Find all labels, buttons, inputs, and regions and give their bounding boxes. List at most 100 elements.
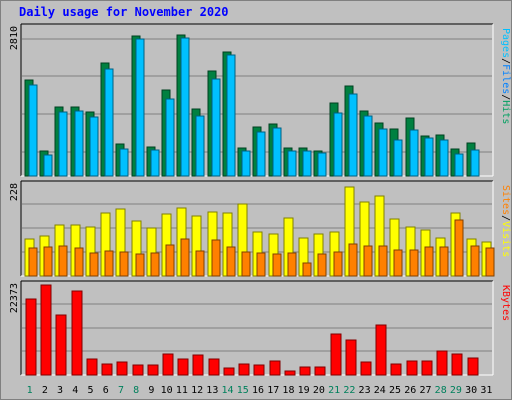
bar-files <box>226 54 236 177</box>
x-tick-label: 2 <box>42 385 48 396</box>
y-axis-label-separator: / <box>500 94 511 100</box>
y-axis-max-label: 2810 <box>9 26 20 50</box>
bar-sites <box>211 239 221 277</box>
x-tick-label: 30 <box>465 385 477 396</box>
y-axis-max-label: 228 <box>9 183 20 201</box>
x-tick-label: 3 <box>57 385 63 396</box>
bar-kbytes <box>451 353 463 376</box>
bar-kbytes <box>71 290 83 376</box>
bar-files <box>317 152 327 177</box>
bar-kbytes <box>436 350 448 376</box>
bar-files <box>272 127 282 177</box>
bar-files <box>378 128 388 177</box>
bar-kbytes <box>467 357 479 376</box>
x-tick-label: 14 <box>222 385 234 396</box>
bar-kbytes <box>40 284 52 376</box>
y-axis-series-label: Pages/Files/Hits <box>500 28 511 124</box>
y-axis-series-label-kbytes: KBytes <box>500 285 511 321</box>
bar-files <box>348 93 358 177</box>
x-tick-label: 16 <box>252 385 264 396</box>
bar-sites <box>195 250 205 277</box>
bar-sites <box>363 245 373 277</box>
y-axis-series-label-hits: Hits <box>500 100 511 124</box>
x-tick-label: 9 <box>148 385 154 396</box>
bar-files <box>58 111 68 177</box>
x-tick-label: 8 <box>133 385 139 396</box>
bar-kbytes <box>269 360 281 376</box>
y-axis-label-separator: / <box>500 58 511 64</box>
bar-kbytes <box>25 298 37 376</box>
y-axis-label-separator: / <box>500 215 511 221</box>
bar-sites <box>378 245 388 277</box>
bar-files <box>119 148 129 177</box>
y-axis-series-label-visits: Visits <box>500 221 511 257</box>
bar-kbytes <box>238 363 250 376</box>
bar-files <box>363 115 373 177</box>
bar-kbytes <box>162 353 174 376</box>
bar-kbytes <box>360 361 372 376</box>
bar-sites <box>424 246 434 277</box>
bar-files <box>43 154 53 177</box>
bar-kbytes <box>208 358 220 376</box>
bar-files <box>333 112 343 177</box>
bar-sites <box>470 245 480 277</box>
x-tick-label: 15 <box>237 385 249 396</box>
bar-files <box>287 150 297 177</box>
bar-files <box>150 149 160 177</box>
bar-sites <box>74 247 84 277</box>
bar-sites <box>180 238 190 277</box>
bar-sites <box>28 247 38 277</box>
x-tick-label: 12 <box>191 385 203 396</box>
x-tick-label: 1 <box>27 385 33 396</box>
bar-files <box>393 139 403 177</box>
x-tick-label: 6 <box>103 385 109 396</box>
bar-sites <box>165 244 175 277</box>
x-tick-label: 22 <box>343 385 355 396</box>
x-tick-label: 31 <box>480 385 492 396</box>
y-axis-series-label-pages: Pages <box>500 28 511 58</box>
bar-kbytes <box>147 364 159 376</box>
bar-kbytes <box>284 370 296 376</box>
bar-files <box>28 84 38 177</box>
bar-sites <box>302 262 312 277</box>
bar-files <box>424 137 434 177</box>
bar-kbytes <box>55 314 67 376</box>
bar-files <box>135 38 145 177</box>
x-tick-label: 13 <box>206 385 218 396</box>
x-tick-label: 7 <box>118 385 124 396</box>
bar-sites <box>43 246 53 277</box>
y-axis-max-label: 22373 <box>9 283 20 313</box>
bar-sites <box>317 253 327 277</box>
bar-kbytes <box>116 361 128 376</box>
y-axis-series-label-sites: Sites <box>500 185 511 215</box>
x-tick-label: 27 <box>419 385 431 396</box>
bar-kbytes <box>253 364 265 376</box>
bar-kbytes <box>101 363 113 376</box>
bar-kbytes <box>406 360 418 376</box>
bar-files <box>454 153 464 177</box>
bar-sites <box>89 252 99 277</box>
x-tick-label: 29 <box>450 385 462 396</box>
bar-sites <box>272 253 282 277</box>
bar-sites <box>241 251 251 277</box>
y-axis-series-label: Sites/Visits <box>500 185 511 257</box>
bar-sites <box>348 243 358 277</box>
bar-kbytes <box>177 358 189 376</box>
x-tick-label: 5 <box>88 385 94 396</box>
bar-sites <box>454 219 464 277</box>
bar-sites <box>226 246 236 277</box>
x-tick-label: 4 <box>72 385 78 396</box>
y-axis-series-label: KBytes <box>500 285 511 321</box>
x-tick-label: 26 <box>404 385 416 396</box>
x-tick-label: 28 <box>435 385 447 396</box>
bar-files <box>256 131 266 177</box>
bar-sites <box>135 253 145 277</box>
bar-kbytes <box>330 333 342 376</box>
bar-files <box>439 139 449 177</box>
x-tick-label: 19 <box>298 385 310 396</box>
bar-sites <box>256 252 266 277</box>
x-tick-label: 10 <box>161 385 173 396</box>
x-tick-label: 18 <box>282 385 294 396</box>
x-tick-label: 25 <box>389 385 401 396</box>
bar-sites <box>119 251 129 277</box>
